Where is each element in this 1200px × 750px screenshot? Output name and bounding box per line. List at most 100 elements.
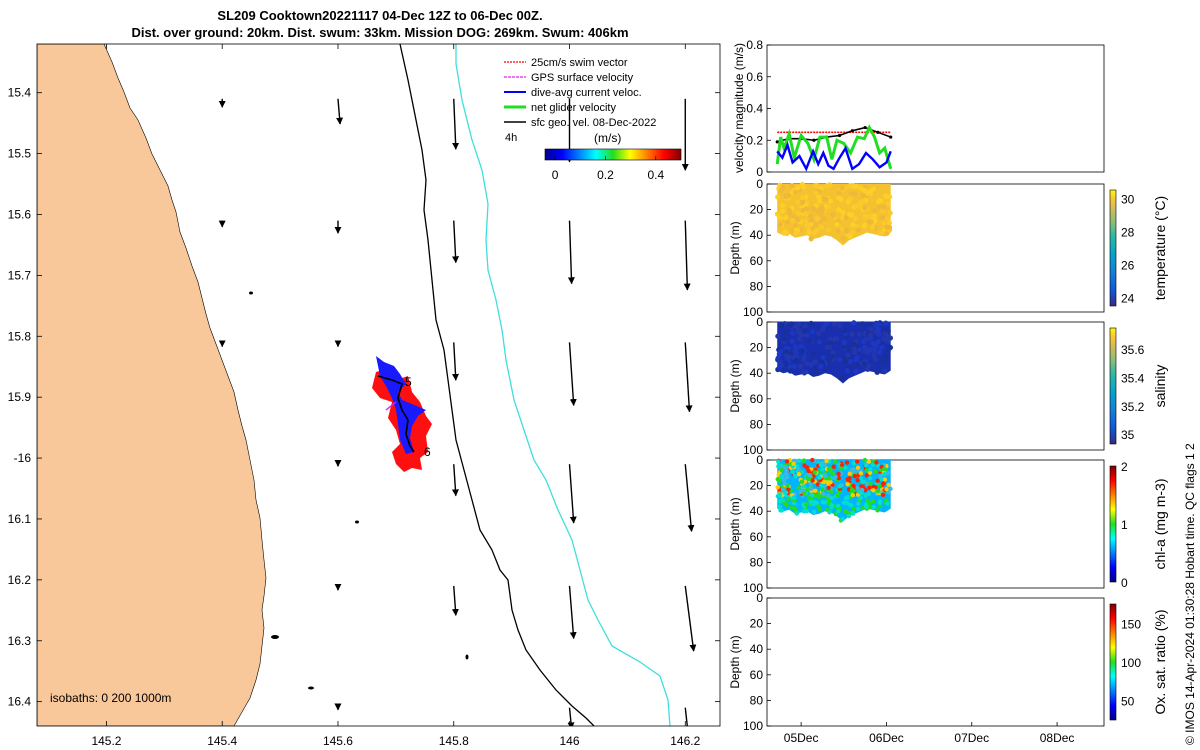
profile-sample xyxy=(814,209,821,215)
colorbar-tick-label: 0.2 xyxy=(597,168,614,182)
island xyxy=(271,635,279,639)
track-label-end: 6 xyxy=(424,445,431,459)
current-vector-arrow xyxy=(452,220,460,264)
depth-tick-label: 60 xyxy=(750,668,764,682)
profile-sample xyxy=(861,223,867,229)
depth-tick-label: 80 xyxy=(750,417,764,431)
profile-sample xyxy=(778,508,783,513)
profile-sample xyxy=(872,356,879,362)
profile-sample xyxy=(859,487,865,493)
profile-sample xyxy=(799,348,805,354)
current-vector-arrow xyxy=(451,464,459,497)
profile-sample xyxy=(809,492,815,498)
profile-sample xyxy=(840,209,846,215)
profile-sample xyxy=(860,321,866,327)
profile-sample xyxy=(789,338,795,344)
profile-sample xyxy=(853,368,859,375)
profile-sample xyxy=(888,486,893,491)
depth-axis-label: Depth (m) xyxy=(728,497,742,550)
colorbar xyxy=(1109,465,1117,583)
profile-sample xyxy=(796,472,802,477)
profile-sample xyxy=(804,332,810,338)
profile-panel: 0 20 40 60 80 100 Depth (m) 35 35.2 35.4 35.6 salin… xyxy=(728,315,1168,457)
profile-sample xyxy=(855,465,861,471)
profile-sample xyxy=(803,202,809,208)
profile-sample xyxy=(851,510,856,516)
profile-sample xyxy=(851,341,857,347)
profile-sample xyxy=(843,465,848,471)
colorbar-tick-label: 24 xyxy=(1121,292,1135,306)
current-vector-arrow xyxy=(684,707,689,726)
profile-sample xyxy=(813,182,819,188)
profile-sample xyxy=(867,485,872,491)
profile-sample xyxy=(812,499,817,505)
depth-axis-label: Depth (m) xyxy=(728,635,742,688)
velocity-y-tick-label: 0.8 xyxy=(746,38,763,52)
profile-sample xyxy=(880,492,886,497)
profile-sample xyxy=(852,215,859,222)
profile-sample xyxy=(840,236,846,242)
time-tick-label: 06Dec xyxy=(869,731,904,745)
profile-sample xyxy=(798,489,803,495)
profile-sample xyxy=(838,375,844,381)
depth-tick-label: 100 xyxy=(743,719,763,733)
profile-sample xyxy=(833,511,839,517)
profile-sample xyxy=(781,336,787,342)
colorbar-label: Ox. sat. ratio (%) xyxy=(1152,609,1168,714)
current-vector-arrow xyxy=(568,342,577,407)
profile-sample xyxy=(850,229,856,235)
profile-sample xyxy=(786,192,792,199)
profile-sample xyxy=(782,465,787,470)
profile-sample xyxy=(845,477,851,482)
profile-sample xyxy=(790,217,796,224)
map-x-tick-label: 145.6 xyxy=(323,734,353,748)
profile-sample xyxy=(816,339,822,345)
profile-sample xyxy=(873,469,878,474)
profile-sample xyxy=(850,492,856,498)
profile-sample xyxy=(789,183,795,189)
depth-tick-label: 20 xyxy=(750,203,764,217)
profile-sample xyxy=(791,461,796,466)
profile-sample xyxy=(826,493,831,498)
profile-sample xyxy=(786,497,791,502)
profile-sample xyxy=(873,329,879,335)
profile-sample xyxy=(806,476,812,482)
profile-sample xyxy=(836,190,842,196)
profile-sample xyxy=(837,322,843,328)
profile-sample xyxy=(793,323,799,329)
colorbar xyxy=(1109,189,1117,307)
profile-sample xyxy=(859,198,866,204)
colorbar-tick-label: 35.4 xyxy=(1121,372,1145,386)
profile-sample xyxy=(847,358,853,364)
profile-sample xyxy=(804,211,810,217)
profile-sample xyxy=(874,369,880,375)
profile-sample xyxy=(867,321,873,327)
colorbar-tick-label: 0.4 xyxy=(647,168,664,182)
profile-sample xyxy=(886,220,892,226)
profile-sample xyxy=(861,344,868,351)
profile-sample xyxy=(845,346,852,352)
depth-tick-label: 60 xyxy=(750,254,764,268)
profile-sample xyxy=(792,344,799,350)
profile-sample xyxy=(879,476,884,482)
velocity-point xyxy=(863,125,867,130)
profile-sample xyxy=(817,198,823,204)
time-tick-label: 08Dec xyxy=(1040,731,1075,745)
profile-sample xyxy=(845,199,851,205)
profile-sample xyxy=(784,468,789,474)
profile-sample xyxy=(881,481,886,486)
profile-sample xyxy=(792,348,798,354)
map-x-tick-label: 145.2 xyxy=(91,734,121,748)
profile-sample xyxy=(846,211,853,218)
profile-sample xyxy=(783,329,789,335)
profile-sample xyxy=(813,488,818,494)
depth-tick-label: 20 xyxy=(750,617,764,631)
profile-sample xyxy=(863,493,868,498)
profile-sample xyxy=(787,368,793,374)
profile-sample xyxy=(860,193,866,199)
profile-sample xyxy=(862,457,868,463)
profile-sample xyxy=(794,511,800,516)
map-y-tick-label: 16.1 xyxy=(8,512,32,526)
profile-sample xyxy=(851,345,857,351)
profile-sample xyxy=(860,480,865,485)
